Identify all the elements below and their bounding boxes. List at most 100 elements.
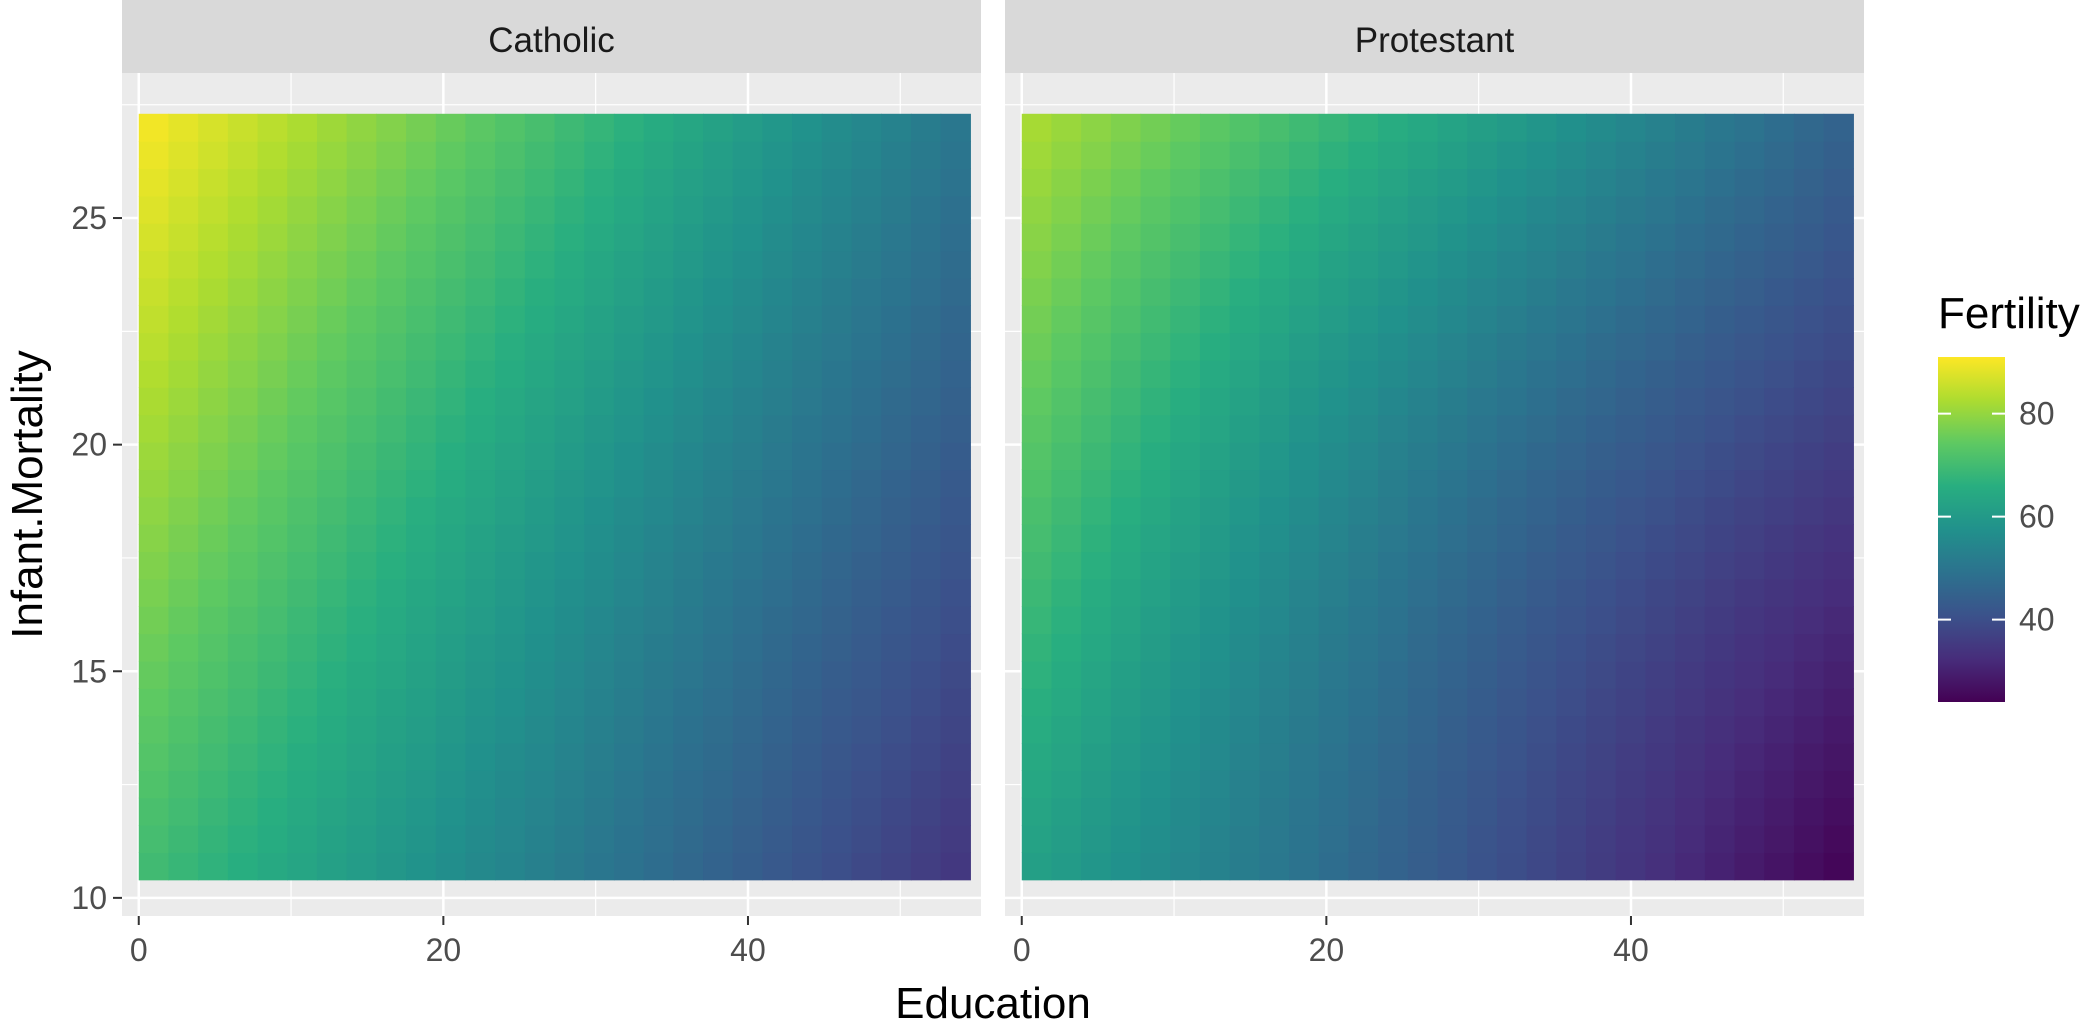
heatmap-cell — [495, 825, 526, 853]
heatmap-cell — [910, 825, 942, 853]
heatmap-cell — [1704, 524, 1736, 553]
heatmap-cell — [643, 277, 674, 306]
heatmap-cell — [1675, 715, 1706, 744]
heatmap-cell — [227, 825, 259, 853]
heatmap-cell — [316, 332, 348, 361]
heatmap-cell — [1793, 524, 1825, 553]
heatmap-cell — [703, 469, 734, 498]
heatmap-cell — [1110, 223, 1142, 252]
heatmap-cell — [495, 387, 526, 416]
heatmap-cell — [346, 250, 377, 279]
heatmap-cell — [1704, 852, 1736, 881]
heatmap-cell — [1140, 141, 1171, 170]
heatmap-cell — [1199, 551, 1231, 580]
heatmap-cell — [1259, 797, 1290, 826]
heatmap-cell — [465, 250, 496, 279]
heatmap-cell — [1704, 797, 1736, 826]
heatmap-cell — [613, 825, 645, 853]
heatmap-cell — [1081, 715, 1112, 744]
heatmap-cell — [168, 660, 199, 689]
heatmap-cell — [703, 387, 734, 416]
heatmap-cell — [1289, 359, 1320, 388]
heatmap-cell — [316, 195, 348, 224]
heatmap-cell — [1199, 524, 1231, 553]
heatmap-cell — [792, 825, 823, 853]
heatmap-cell — [257, 305, 288, 334]
heatmap-cell — [376, 633, 407, 662]
heatmap-cell — [1764, 742, 1795, 771]
heatmap-cell — [584, 113, 615, 142]
heatmap-cell — [346, 442, 377, 471]
heatmap-cell — [1615, 496, 1647, 525]
heatmap-cell — [227, 688, 259, 717]
heatmap-cell — [465, 797, 496, 826]
heatmap-cell — [1259, 496, 1290, 525]
heatmap-cell — [465, 742, 496, 771]
heatmap-cell — [1259, 305, 1290, 334]
heatmap-cell — [851, 332, 882, 361]
heatmap-cell — [1229, 223, 1260, 252]
heatmap-cell — [1378, 770, 1409, 799]
heatmap-cell — [584, 797, 615, 826]
heatmap-cell — [1051, 277, 1082, 306]
heatmap-cell — [762, 551, 793, 580]
heatmap-cell — [613, 688, 645, 717]
heatmap-cell — [1645, 141, 1676, 170]
heatmap-cell — [1199, 113, 1231, 142]
heatmap-cell — [316, 141, 348, 170]
heatmap-cell — [346, 359, 377, 388]
heatmap-cell — [732, 141, 764, 170]
heatmap-cell — [732, 414, 764, 443]
heatmap-cell — [1467, 578, 1498, 607]
heatmap-cell — [495, 633, 526, 662]
heatmap-cell — [198, 852, 229, 881]
heatmap-cell — [406, 715, 437, 744]
heatmap-cell — [198, 141, 229, 170]
heatmap-cell — [257, 168, 288, 197]
heatmap-cell — [1704, 660, 1736, 689]
heatmap-cell — [524, 168, 556, 197]
heatmap-cell — [1140, 606, 1171, 635]
heatmap-cell — [227, 797, 259, 826]
facet-strip — [1005, 0, 1864, 73]
heatmap-cell — [524, 332, 556, 361]
heatmap-cell — [1318, 633, 1350, 662]
heatmap-cell — [1110, 250, 1142, 279]
heatmap-cell — [851, 715, 882, 744]
heatmap-cell — [1467, 825, 1498, 853]
heatmap-cell — [1793, 797, 1825, 826]
heatmap-cell — [1823, 277, 1854, 306]
heatmap-cell — [821, 742, 853, 771]
heatmap-cell — [1289, 250, 1320, 279]
facet-strip — [122, 0, 981, 73]
heatmap-cell — [1407, 414, 1439, 443]
heatmap-cell — [673, 387, 704, 416]
heatmap-cell — [257, 742, 288, 771]
heatmap-cell — [465, 715, 496, 744]
heatmap-cell — [1467, 141, 1498, 170]
heatmap-cell — [1407, 825, 1439, 853]
heatmap-cell — [168, 852, 199, 881]
heatmap-cell — [1259, 770, 1290, 799]
heatmap-cell — [643, 359, 674, 388]
heatmap-cell — [1704, 606, 1736, 635]
heatmap-cell — [1259, 524, 1290, 553]
heatmap-cell — [524, 442, 556, 471]
heatmap-cell — [1764, 852, 1795, 881]
heatmap-cell — [1734, 387, 1765, 416]
x-tick-label: 0 — [1013, 932, 1031, 968]
heatmap-cell — [1021, 332, 1053, 361]
heatmap-cell — [1556, 715, 1587, 744]
heatmap-cell — [287, 414, 318, 443]
heatmap-cell — [1348, 305, 1379, 334]
heatmap-cell — [376, 688, 407, 717]
heatmap-cell — [1199, 305, 1231, 334]
heatmap-cell — [1140, 633, 1171, 662]
heatmap-cell — [1793, 305, 1825, 334]
heatmap-cell — [1556, 277, 1587, 306]
heatmap-cell — [1526, 414, 1557, 443]
heatmap-cell — [376, 606, 407, 635]
heatmap-cell — [1586, 305, 1617, 334]
heatmap-cell — [703, 250, 734, 279]
heatmap-cell — [1675, 551, 1706, 580]
